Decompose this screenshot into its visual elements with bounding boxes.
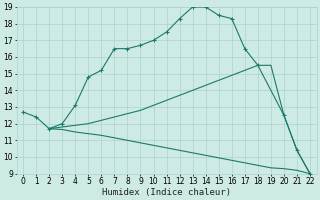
X-axis label: Humidex (Indice chaleur): Humidex (Indice chaleur) <box>102 188 231 197</box>
